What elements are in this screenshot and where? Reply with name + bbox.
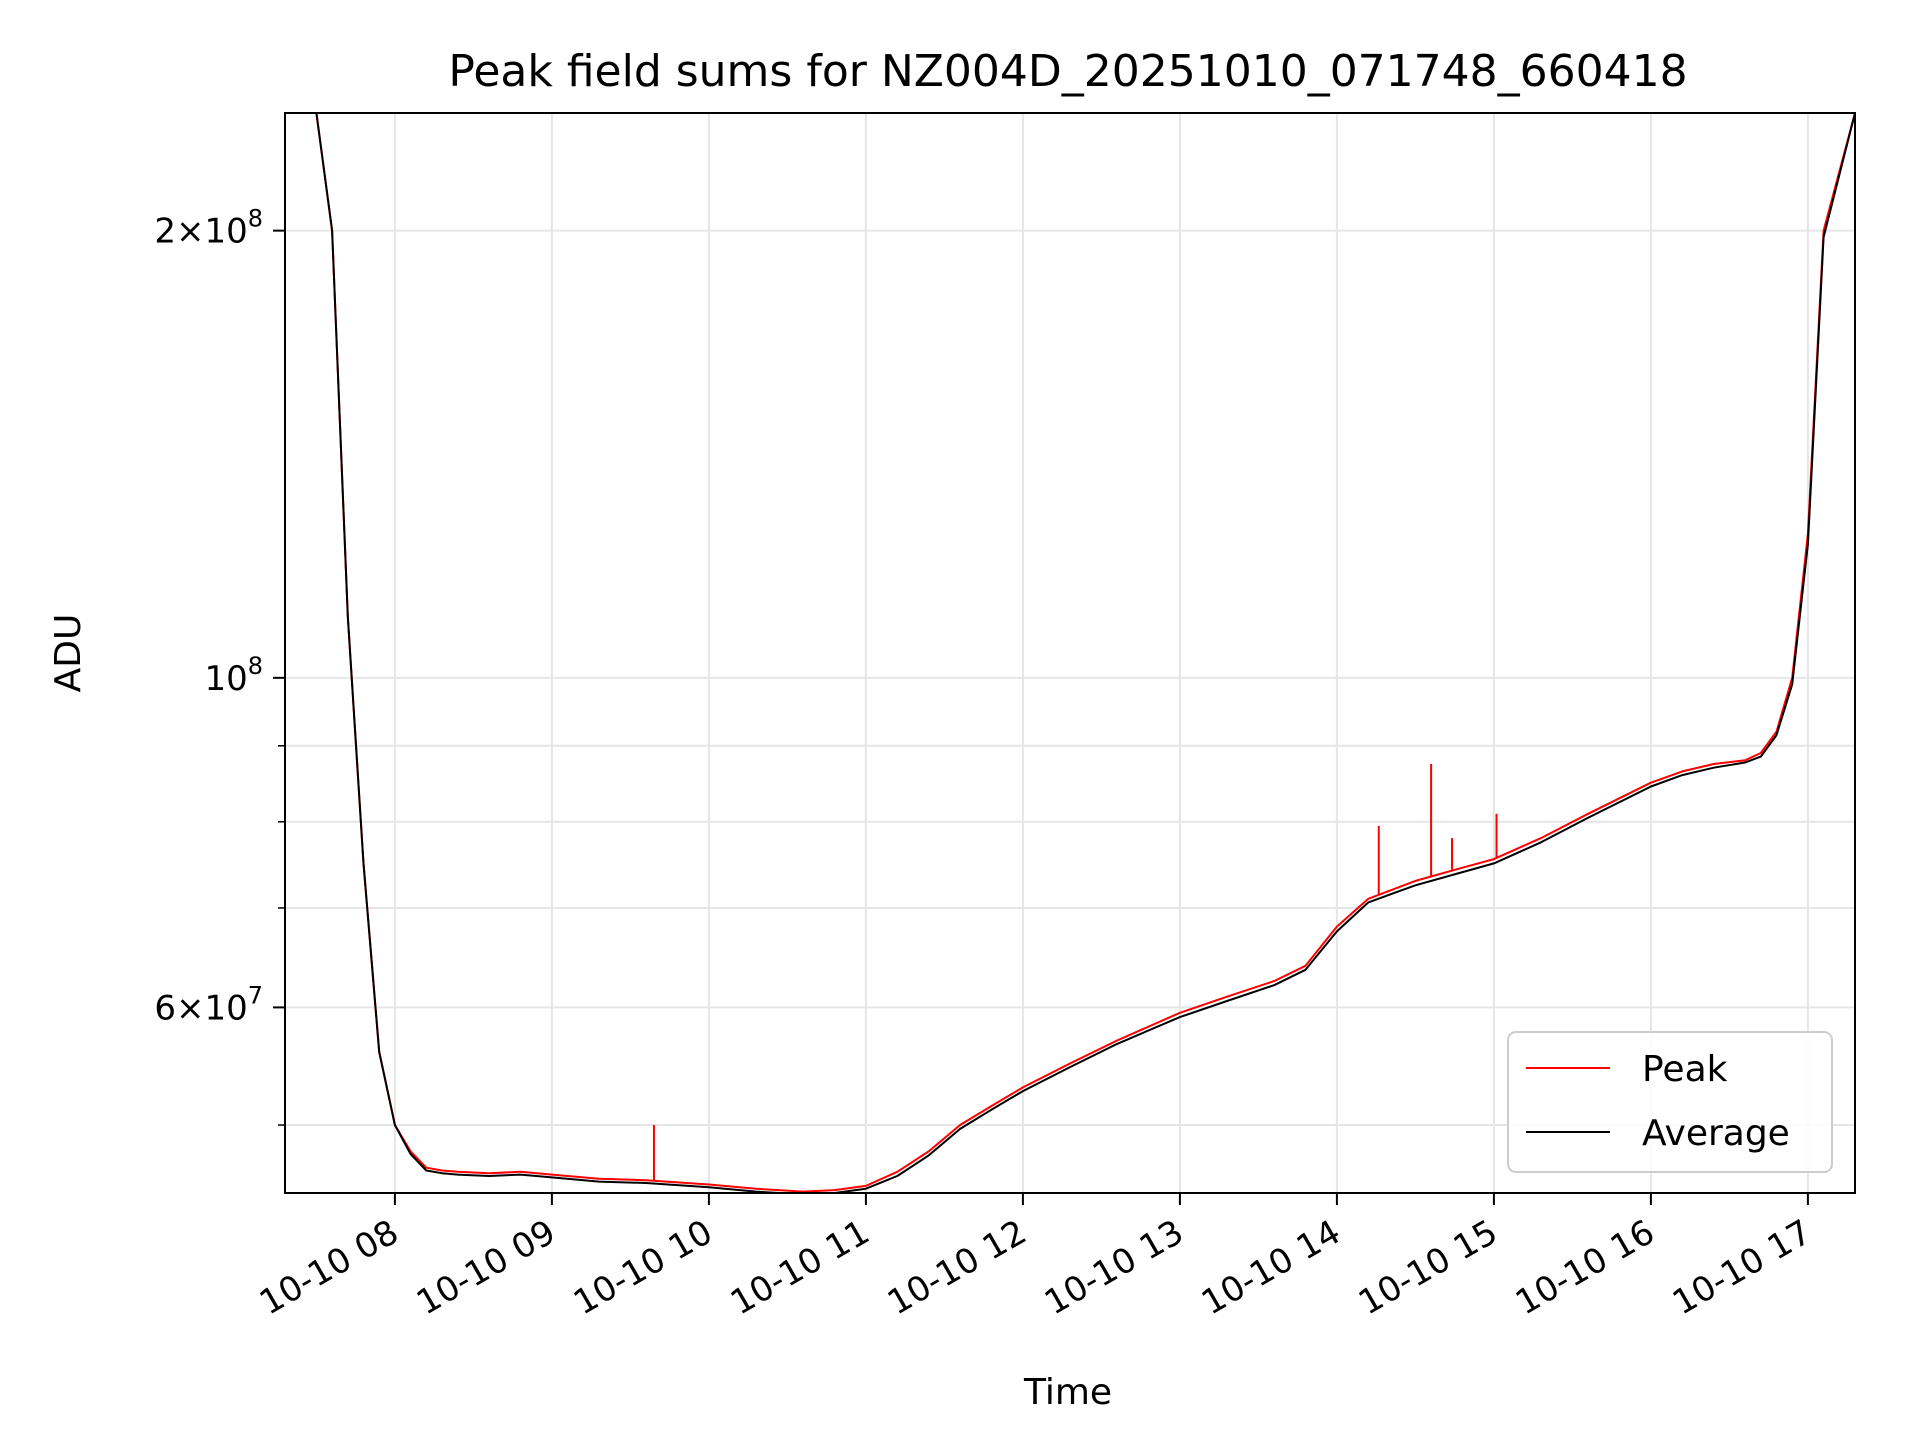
plot-frame [284,112,1856,1194]
chart-title: Peak field sums for NZ004D_20251010_0717… [448,46,1687,97]
x-tick-label: 10-10 11 [724,1212,876,1323]
y-tick-mantissa: 6 [154,988,176,1028]
y-axis-label: ADU [48,614,89,693]
legend-label-peak: Peak [1642,1049,1728,1090]
series-line-peak [285,113,1855,1193]
y-tick-mantissa: 2 [154,212,176,252]
y-tick-times: × [176,988,205,1028]
y-tick-base: 10 [204,988,247,1028]
x-tick-label: 10-10 16 [1509,1212,1661,1323]
y-tick-exponent: 7 [248,981,263,1009]
grid [285,113,1855,1193]
x-axis-label: Time [1023,1372,1112,1413]
x-tick-label: 10-10 17 [1666,1212,1818,1323]
y-tick-exponent: 8 [248,652,263,680]
x-tick-label: 10-10 12 [881,1212,1033,1323]
y-tick-base: 10 [204,212,247,252]
y-tick-label: 6×107 [154,981,263,1028]
x-tick-label: 10-10 10 [567,1212,719,1323]
legend: Peak Average [1507,1031,1833,1173]
x-tick-label: 10-10 15 [1352,1212,1504,1323]
x-tick-label: 10-10 14 [1195,1212,1347,1323]
series-line-average [285,113,1855,1193]
y-tick-label: 2×108 [154,205,263,252]
y-tick-label: 108 [204,652,263,699]
y-tick-base: 10 [204,659,247,699]
plot-area [285,113,1855,1193]
x-axis: 10-10 08 10-10 09 10-10 10 10-10 11 10-10 12… [253,1193,1818,1323]
x-tick-label: 10-10 08 [253,1212,405,1323]
y-tick-exponent: 8 [248,205,263,233]
x-tick-label: 10-10 09 [410,1212,562,1323]
x-tick-label: 10-10 13 [1038,1212,1190,1323]
legend-label-average: Average [1642,1113,1790,1154]
y-tick-times: × [176,212,205,252]
